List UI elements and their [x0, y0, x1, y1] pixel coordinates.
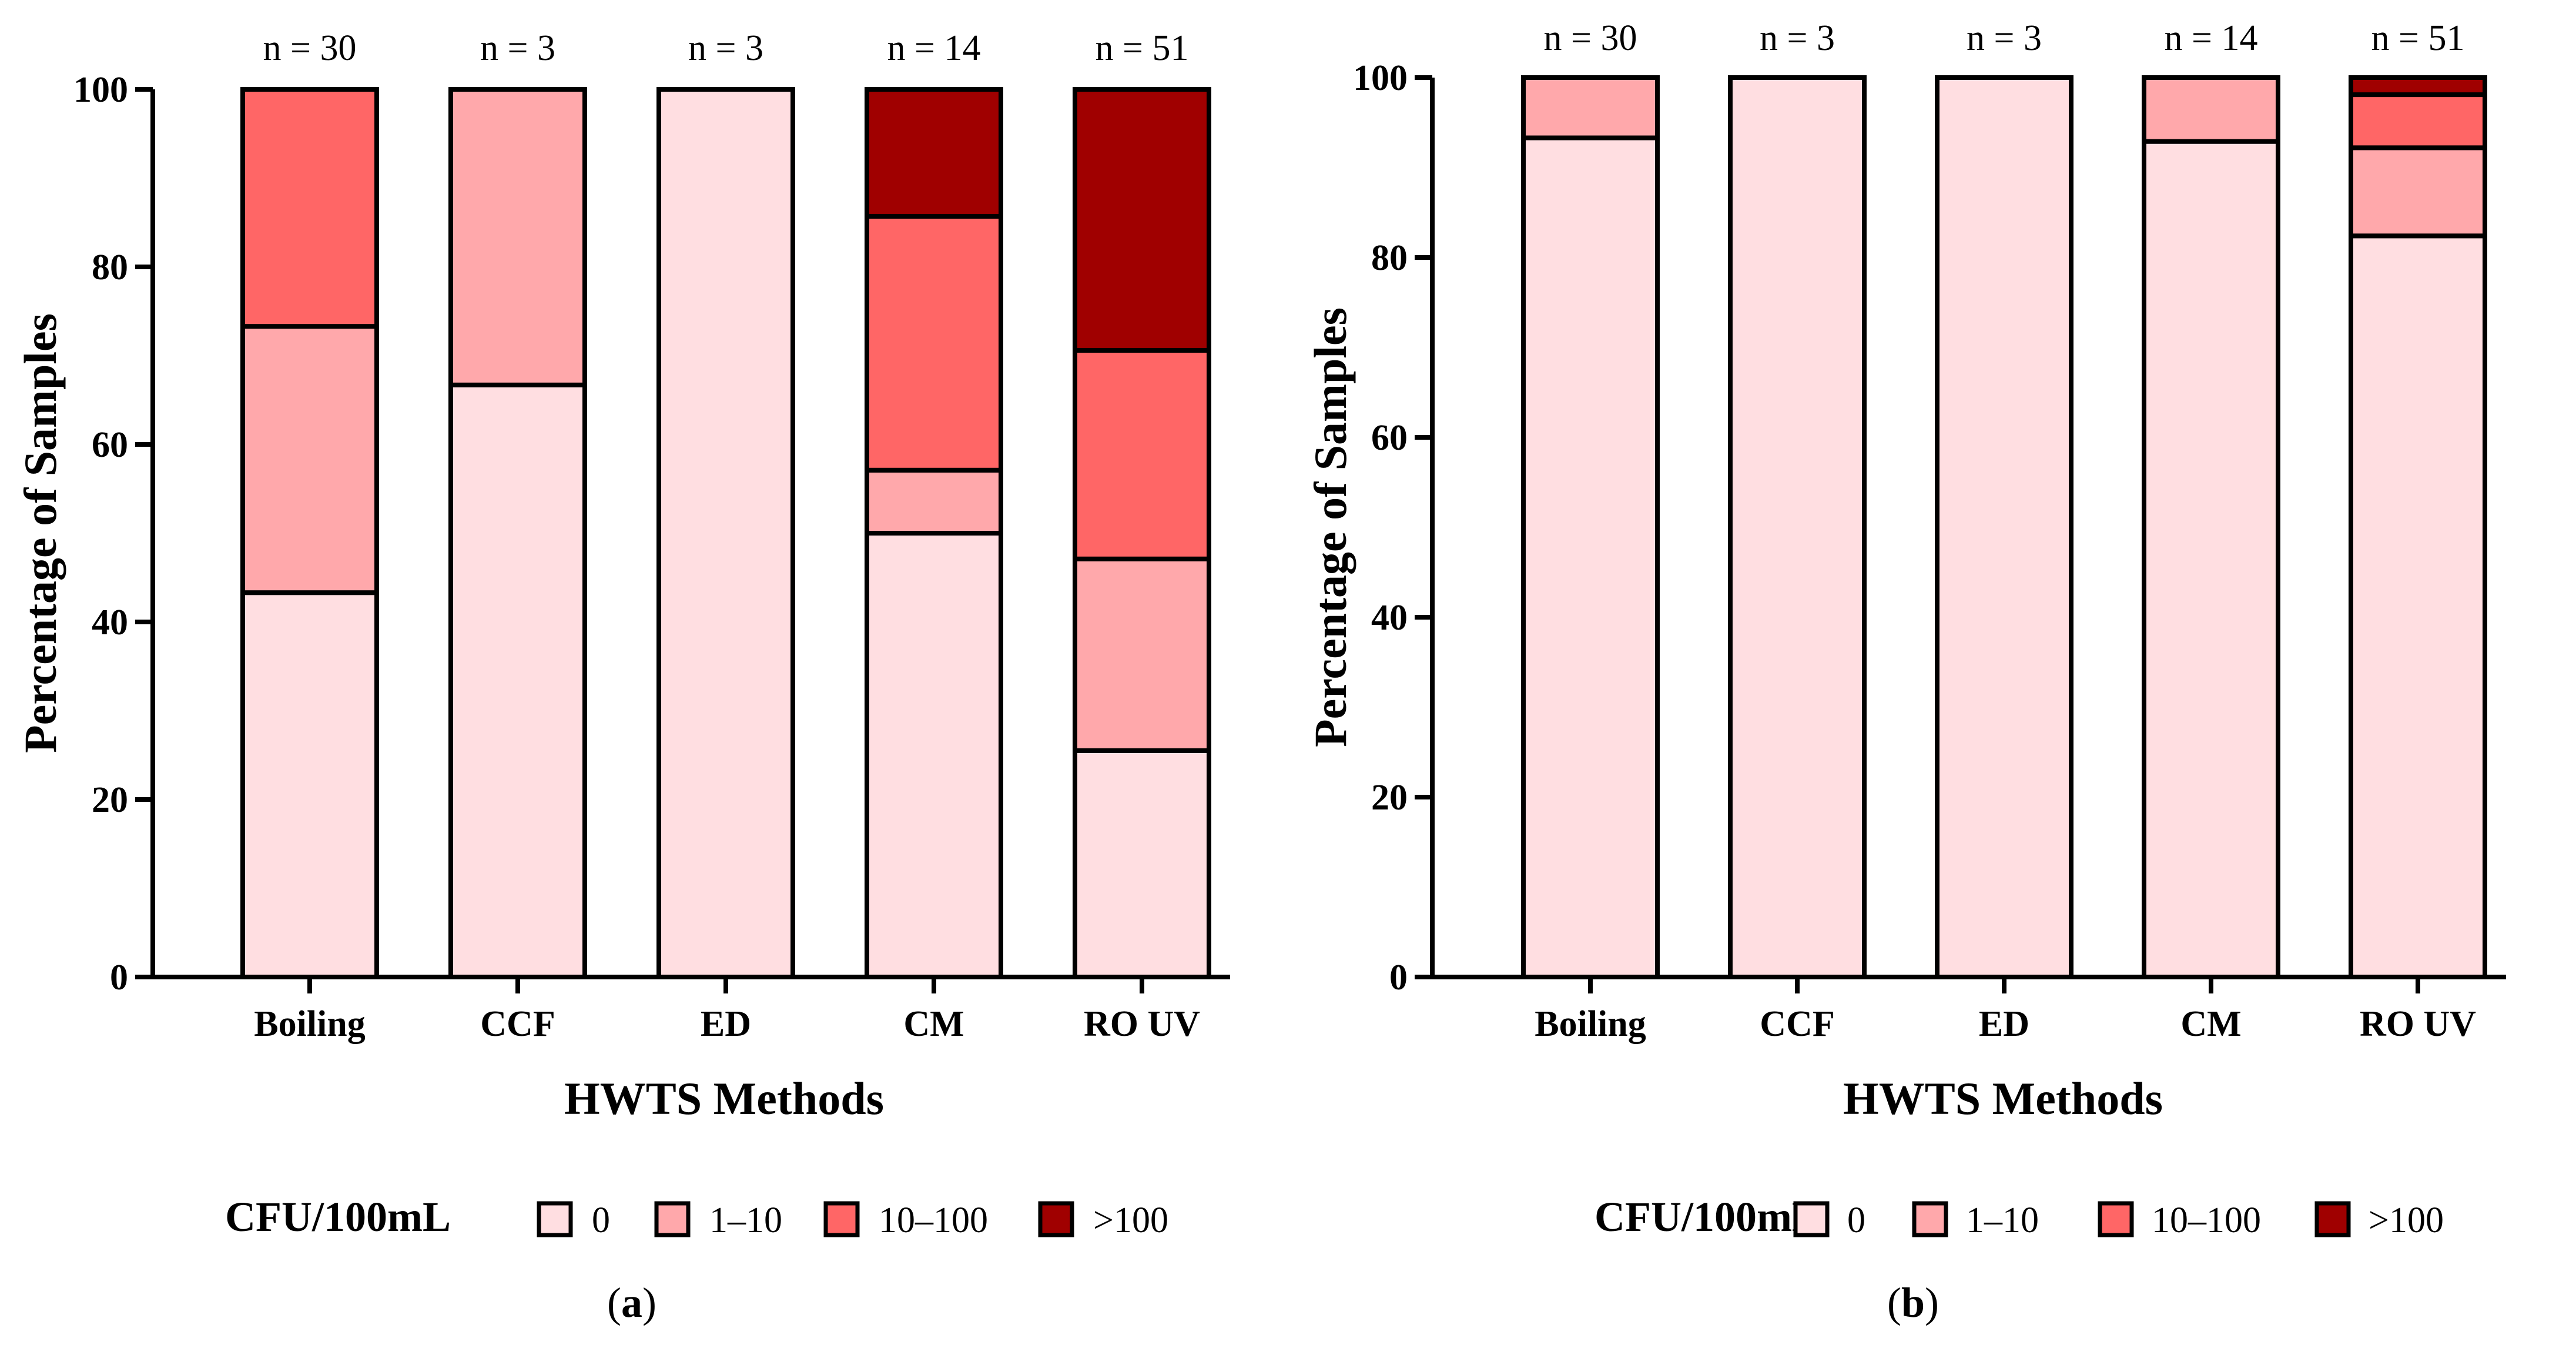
x-axis-title: HWTS Methods — [564, 1073, 884, 1124]
bar-segment-ro-uv-1 — [1073, 556, 1211, 753]
x-tick-label: RO UV — [2360, 1004, 2476, 1044]
y-tick-label: 100 — [1353, 58, 1408, 98]
legend-swatch — [537, 1201, 573, 1237]
y-tick-label: 20 — [1371, 778, 1408, 818]
bar-segment-ed-0 — [656, 87, 795, 979]
y-axis-title: Percentage of Samples — [15, 313, 66, 753]
legend-label: 1–10 — [1966, 1200, 2039, 1240]
x-tick-label: CM — [903, 1004, 964, 1044]
bar-segment-cm-1 — [2142, 75, 2280, 144]
bar-segment-ccf-0 — [1728, 75, 1867, 979]
y-tick-label: 20 — [92, 780, 128, 820]
bar-segment-cm-1 — [865, 467, 1003, 536]
sample-size-label: n = 51 — [1096, 28, 1189, 68]
bar-segment-cm-0 — [865, 531, 1003, 979]
x-tick-label: CCF — [1760, 1004, 1834, 1044]
sample-size-label: n = 14 — [887, 28, 981, 68]
sample-size-label: n = 30 — [1544, 18, 1637, 58]
legend-label: 1–10 — [709, 1200, 782, 1240]
sample-size-label: n = 30 — [263, 28, 357, 68]
bar-segment-ed-0 — [1935, 75, 2073, 979]
panel-label: (b) — [1887, 1279, 1939, 1326]
bar-segment-ccf-0 — [448, 382, 587, 979]
y-tick-label: 60 — [1371, 418, 1408, 458]
legend-swatch — [1793, 1201, 1830, 1237]
panel-label-letter: a — [621, 1279, 642, 1326]
x-tick-label: ED — [1979, 1004, 2029, 1044]
legend-label: 10–100 — [879, 1200, 988, 1240]
panel-label-close: ) — [642, 1279, 656, 1326]
bar-segment-ro-uv-3 — [1073, 87, 1211, 353]
y-tick-label: 0 — [110, 958, 128, 998]
bar-segment-boiling-0 — [1521, 135, 1660, 979]
panel-label-letter: b — [1901, 1279, 1925, 1326]
sample-size-label: n = 14 — [2165, 18, 2258, 58]
legend-label: 10–100 — [2152, 1200, 2261, 1240]
legend: CFU/100mL 0 1–10 10–100 >100 — [225, 1193, 1168, 1240]
y-tick-label: 80 — [92, 247, 128, 287]
sample-size-label: n = 3 — [688, 28, 763, 68]
y-tick-label: 40 — [1371, 598, 1408, 638]
bar-segment-ccf-1 — [448, 87, 587, 387]
bar-segment-ro-uv-0 — [1073, 748, 1211, 979]
bar-segment-ro-uv-3 — [2349, 75, 2487, 98]
bar-segment-ro-uv-0 — [2349, 233, 2487, 979]
bar-segment-ro-uv-2 — [2349, 92, 2487, 150]
bar-segment-ro-uv-2 — [1073, 347, 1211, 561]
y-tick-label: 0 — [1389, 958, 1408, 998]
sample-size-label: n = 3 — [480, 28, 555, 68]
sample-size-label: n = 3 — [1760, 18, 1835, 58]
legend-label: 0 — [1847, 1200, 1865, 1240]
legend-label: 0 — [592, 1200, 610, 1240]
panel-label-close: ) — [1925, 1279, 1939, 1326]
panel-label: (a) — [607, 1279, 656, 1326]
legend-swatch — [654, 1201, 691, 1237]
y-tick-label: 100 — [73, 70, 128, 110]
x-tick-label: Boiling — [254, 1004, 366, 1044]
bar-segment-cm-3 — [865, 87, 1003, 219]
legend-label: >100 — [2369, 1200, 2444, 1240]
bar-segment-cm-2 — [865, 213, 1003, 473]
x-tick-label: Boiling — [1535, 1004, 1646, 1044]
legend-title: CFU/100mL — [1594, 1193, 1820, 1240]
bar-segment-boiling-0 — [240, 590, 379, 979]
sample-size-label: n = 51 — [2371, 18, 2465, 58]
sample-size-label: n = 3 — [1967, 18, 2042, 58]
legend-title: CFU/100mL — [225, 1193, 451, 1240]
legend: CFU/100mL 0 1–10 10–100 >100 — [1594, 1193, 2444, 1240]
legend-swatch — [1038, 1201, 1074, 1237]
legend-swatch — [2098, 1201, 2134, 1237]
legend-label: >100 — [1093, 1200, 1168, 1240]
panel-label-open: ( — [1887, 1279, 1901, 1326]
y-tick-label: 80 — [1371, 238, 1408, 278]
x-tick-label: CCF — [480, 1004, 555, 1044]
bar-segment-cm-0 — [2142, 139, 2280, 979]
legend-swatch — [823, 1201, 860, 1237]
bar-segment-boiling-1 — [240, 324, 379, 595]
x-axis-title: HWTS Methods — [1843, 1073, 2163, 1124]
legend-swatch — [1912, 1201, 1948, 1237]
bar-segment-boiling-1 — [1521, 75, 1660, 140]
y-axis-title: Percentage of Samples — [1305, 307, 1356, 747]
legend-swatch — [2314, 1201, 2351, 1237]
x-tick-label: RO UV — [1084, 1004, 1200, 1044]
x-tick-label: ED — [701, 1004, 751, 1044]
bar-segment-boiling-2 — [240, 87, 379, 329]
panel-label-open: ( — [607, 1279, 621, 1326]
x-tick-label: CM — [2180, 1004, 2241, 1044]
bar-segment-ro-uv-1 — [2349, 145, 2487, 239]
y-tick-label: 60 — [92, 425, 128, 465]
y-tick-label: 40 — [92, 603, 128, 643]
